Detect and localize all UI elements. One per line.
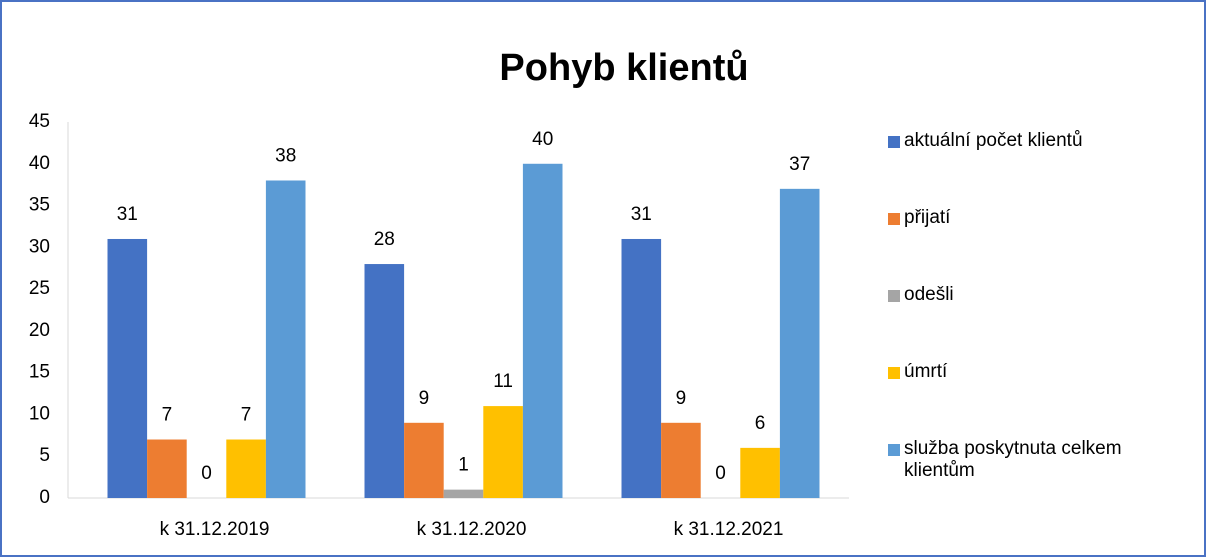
y-tick-label: 15 <box>29 362 50 383</box>
legend-label: odešli <box>904 284 954 305</box>
legend: aktuální počet klientů přijatí odešli úmrtí… <box>888 130 1188 515</box>
bar <box>265 180 306 498</box>
bar <box>661 422 701 498</box>
data-label: 1 <box>458 455 469 476</box>
bar <box>779 188 820 498</box>
data-label: 7 <box>241 405 252 426</box>
legend-item: aktuální počet klientů <box>888 130 1188 207</box>
data-label: 31 <box>117 204 138 225</box>
chart-title: Pohyb klientů <box>499 47 748 89</box>
data-label: 0 <box>201 463 212 484</box>
bar <box>226 439 266 498</box>
legend-swatch <box>888 136 900 148</box>
y-tick-label: 30 <box>29 236 50 257</box>
legend-swatch <box>888 213 900 225</box>
legend-swatch <box>888 367 900 379</box>
data-label: 6 <box>755 413 766 434</box>
data-label: 28 <box>374 229 395 250</box>
bar <box>364 264 405 498</box>
legend-swatch <box>888 290 900 302</box>
y-tick-label: 5 <box>39 445 50 466</box>
legend-item: přijatí <box>888 207 1188 284</box>
data-label: 0 <box>715 463 726 484</box>
bar <box>443 489 484 498</box>
data-label: 37 <box>789 154 810 175</box>
y-tick-label: 20 <box>29 320 50 341</box>
legend-item: odešli <box>888 284 1188 361</box>
data-label: 31 <box>631 204 652 225</box>
bar <box>522 163 563 498</box>
bar <box>740 447 780 498</box>
x-tick-label: k 31.12.2020 <box>417 519 527 540</box>
y-tick-label: 25 <box>29 278 50 299</box>
data-label: 7 <box>162 405 173 426</box>
bar <box>147 439 187 498</box>
y-tick-label: 0 <box>39 487 50 508</box>
y-tick-label: 35 <box>29 195 50 216</box>
data-label: 11 <box>493 371 513 392</box>
y-tick-label: 40 <box>29 153 50 174</box>
y-tick-label: 45 <box>29 111 50 132</box>
data-label: 9 <box>676 388 687 409</box>
legend-label: služba poskytnuta celkem klientům <box>904 438 1122 481</box>
data-label: 40 <box>532 129 553 150</box>
legend-item: úmrtí <box>888 361 1188 438</box>
bar <box>483 406 523 498</box>
legend-label: přijatí <box>904 207 951 228</box>
x-tick-label: k 31.12.2021 <box>674 519 784 540</box>
legend-label: úmrtí <box>904 361 948 382</box>
data-label: 38 <box>275 146 296 167</box>
y-tick-label: 10 <box>29 403 50 424</box>
data-label: 9 <box>419 388 430 409</box>
legend-item: služba poskytnuta celkem klientům <box>888 438 1188 515</box>
legend-label: aktuální počet klientů <box>904 130 1083 151</box>
bar <box>404 422 444 498</box>
bar <box>107 238 148 498</box>
bar <box>621 238 662 498</box>
x-tick-label: k 31.12.2019 <box>160 519 270 540</box>
legend-swatch <box>888 444 900 456</box>
